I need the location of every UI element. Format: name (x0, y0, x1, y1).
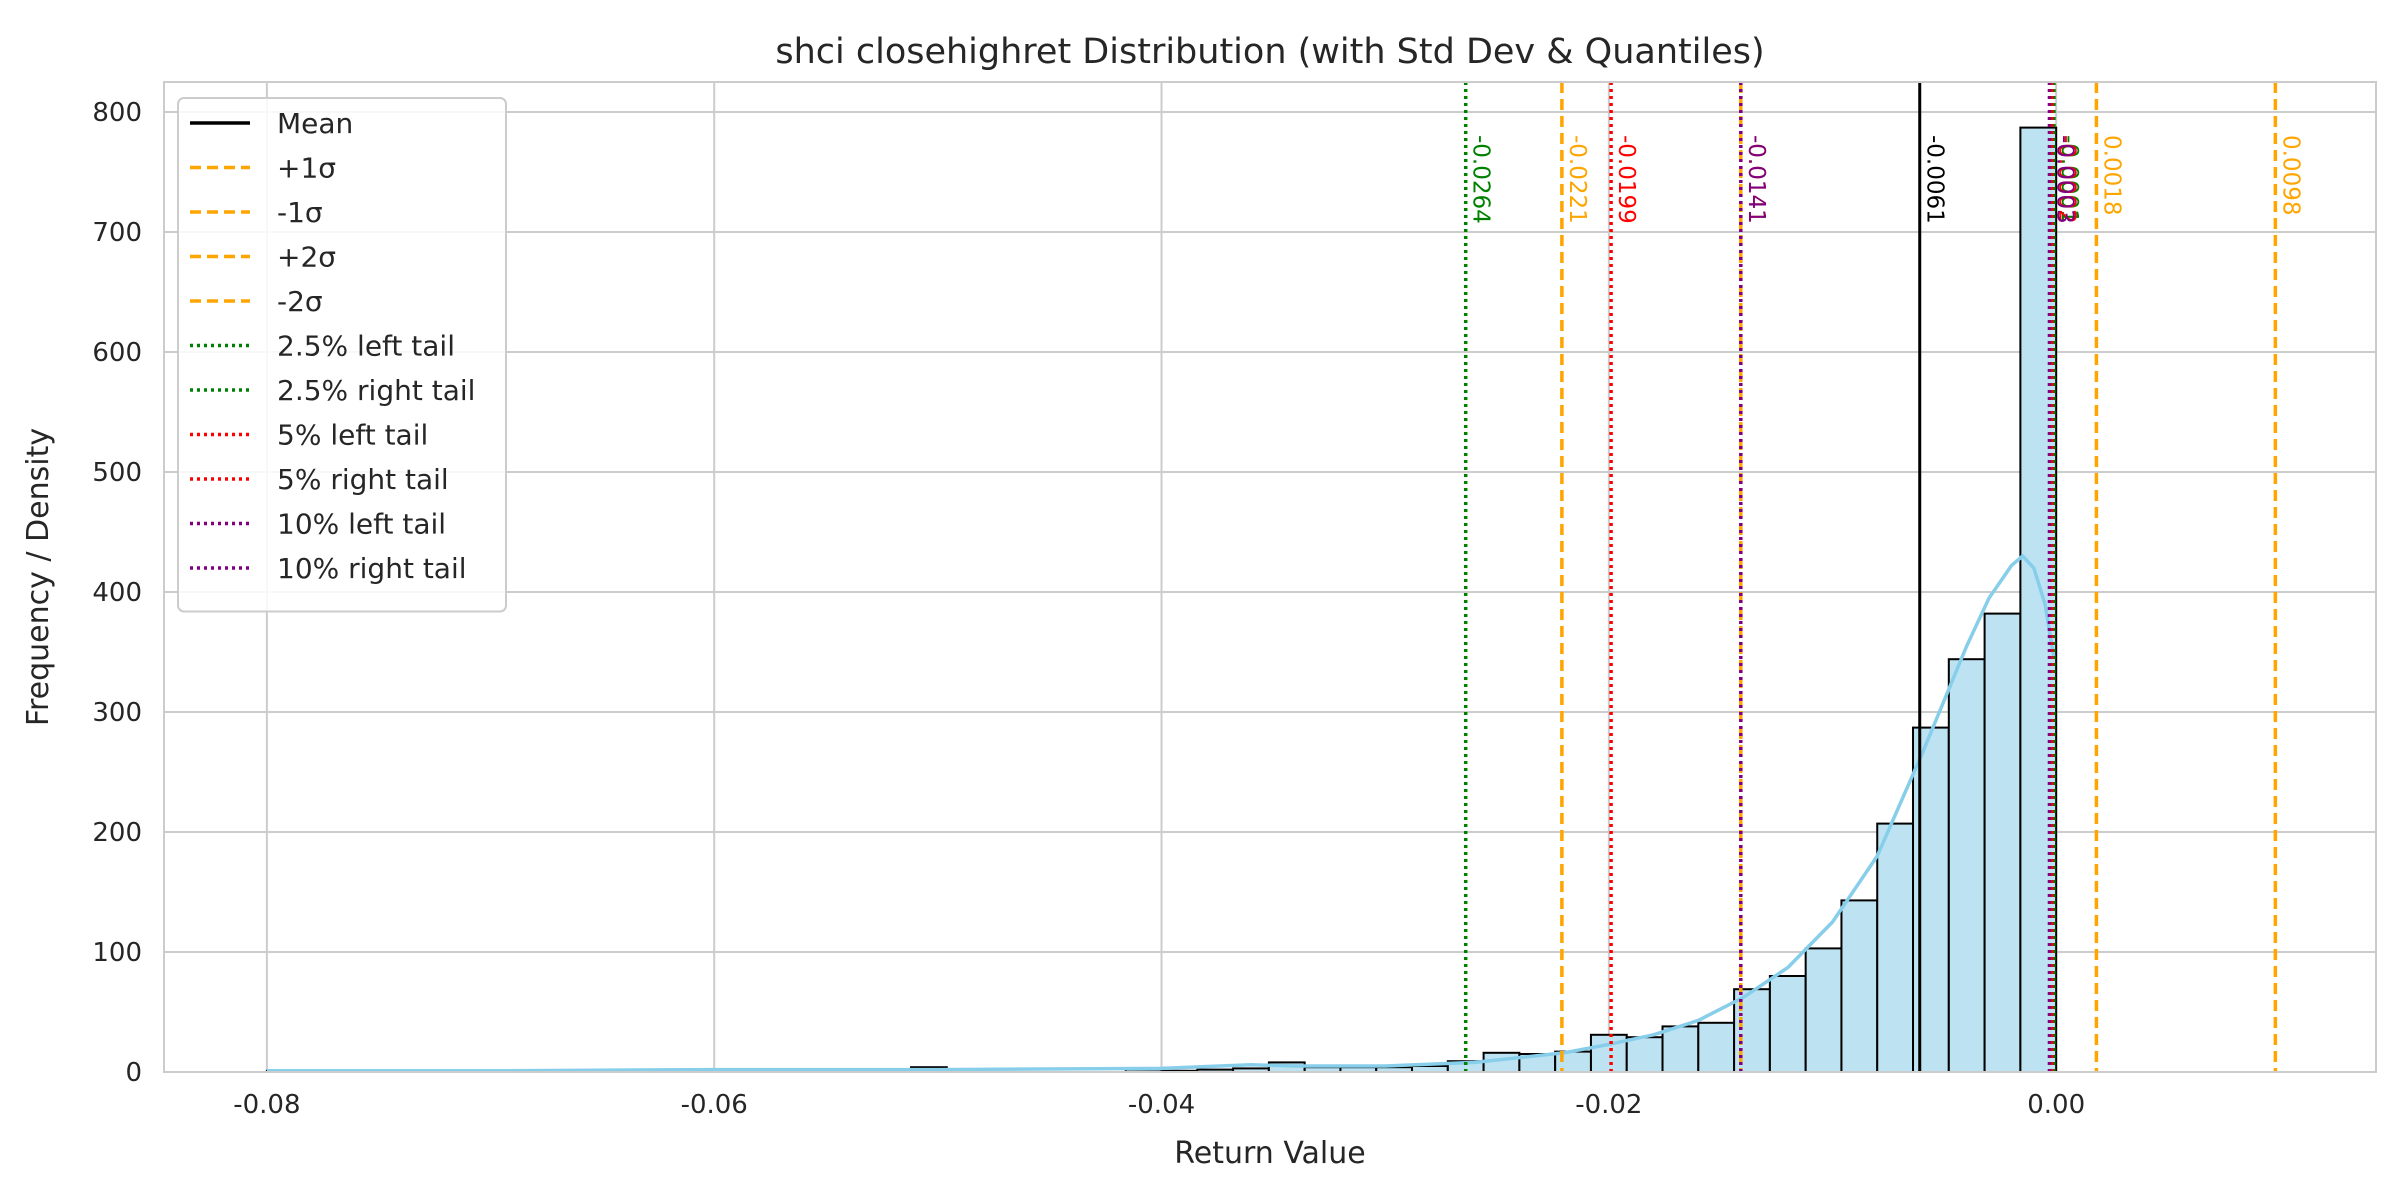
legend: Mean +1σ -1σ +2σ -2σ 2.5% left tail 2.5% right… (177, 97, 507, 613)
chart-title: shci closehighret Distribution (with Std… (775, 32, 1764, 72)
plot-frame (163, 81, 2377, 1073)
legend-label: -2σ (277, 285, 323, 318)
reference-line-label: -0.0221 (1564, 135, 1590, 224)
y-tick-label: 400 (92, 578, 142, 608)
x-tick-label: -0.06 (681, 1090, 748, 1120)
reference-line-label: -0.0264 (1468, 135, 1494, 224)
histogram-bar (1947, 658, 1986, 1073)
legend-label: 5% right tail (277, 463, 449, 496)
x-axis-title: Return Value (1174, 1136, 1365, 1171)
histogram-bar (1840, 899, 1879, 1074)
reference-line-label: -0.0141 (1743, 135, 1769, 224)
histogram-bar (1876, 822, 1915, 1073)
legend-label: Mean (277, 107, 353, 140)
histogram-bar (1804, 947, 1843, 1074)
reference-line-label: 0.0018 (2098, 135, 2124, 215)
reference-lines: -0.0061 0.0018 -0.0141 0.0098 -0.0221 -0.0264… (1463, 82, 2303, 1072)
reference-line-label: 0.0098 (2277, 135, 2303, 215)
legend-box (177, 97, 507, 613)
legend-label: 10% left tail (277, 508, 446, 541)
axis-ticks: -0.08 -0.06 -0.04 -0.02 0.00 0 100 200 300 400 500… (92, 98, 2085, 1120)
kde-curve (266, 554, 2056, 1073)
reference-line-label: -0.0141 (1743, 135, 1769, 224)
reference-line-label: -0.0003 (2051, 135, 2077, 224)
y-tick-label: 200 (92, 818, 142, 848)
reference-line-label: -0.0061 (1922, 135, 1948, 224)
histogram-bar (1768, 975, 1807, 1073)
x-tick-label: -0.04 (1128, 1090, 1195, 1120)
kde-layer (266, 554, 2056, 1073)
histogram-bar (1983, 612, 2022, 1073)
legend-label: 2.5% left tail (277, 330, 455, 363)
legend-label: +2σ (277, 241, 336, 274)
reference-line-label: -0.0002 (2054, 135, 2080, 224)
histogram-bars (265, 126, 2058, 1074)
legend-label: +1σ (277, 152, 336, 185)
legend-label: -1σ (277, 196, 323, 229)
y-axis-title: Frequency / Density (21, 428, 56, 726)
y-tick-label: 800 (92, 98, 142, 128)
y-tick-label: 300 (92, 698, 142, 728)
x-tick-label: 0.00 (2027, 1090, 2085, 1120)
y-tick-label: 700 (92, 218, 142, 248)
histogram-bar (1661, 1025, 1700, 1074)
legend-label: 10% right tail (277, 552, 467, 585)
histogram-bar (1697, 1021, 1736, 1073)
y-tick-label: 500 (92, 458, 142, 488)
y-tick-label: 600 (92, 338, 142, 368)
legend-label: 5% left tail (277, 419, 428, 452)
reference-line-label: -0.0001 (2056, 135, 2082, 224)
y-tick-label: 0 (125, 1058, 142, 1088)
histogram-bar (1625, 1036, 1664, 1073)
legend-label: 2.5% right tail (277, 374, 475, 407)
x-tick-label: -0.02 (1575, 1090, 1642, 1120)
y-tick-label: 100 (92, 938, 142, 968)
x-tick-label: -0.08 (233, 1090, 300, 1120)
reference-line-label: -0.0199 (1613, 135, 1639, 224)
